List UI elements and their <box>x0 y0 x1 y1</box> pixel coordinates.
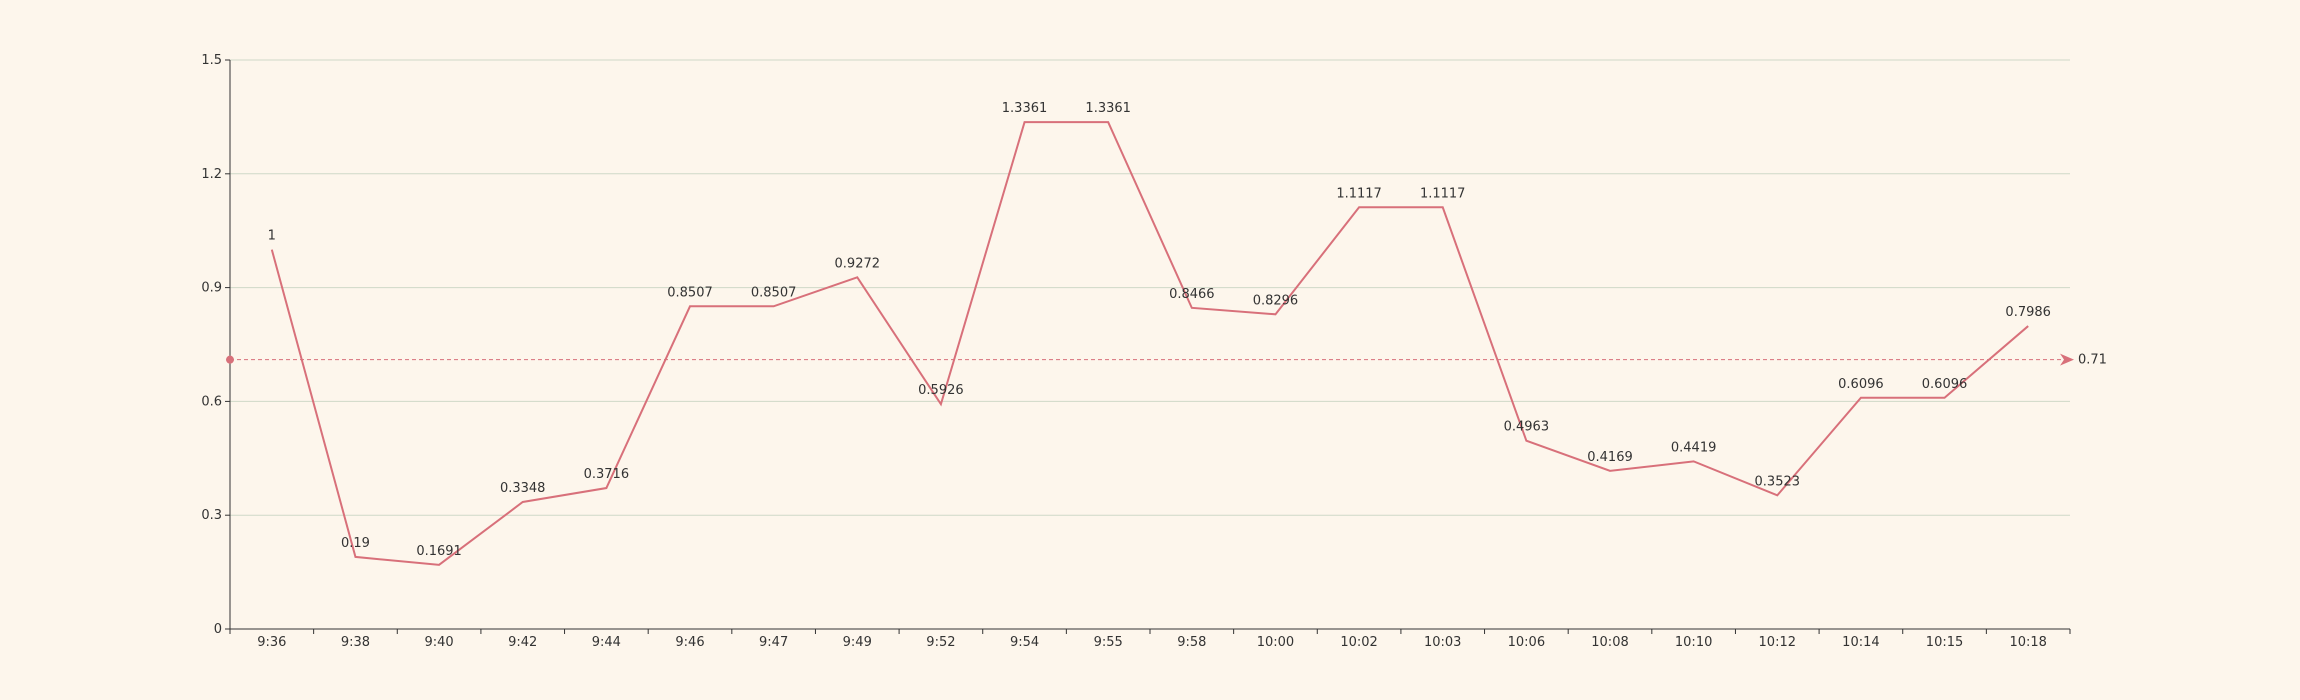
x-tick-label: 10:08 <box>1591 635 1628 650</box>
y-tick-label: 0.3 <box>201 508 222 523</box>
x-tick-label: 10:14 <box>1842 635 1879 650</box>
data-label: 0.3348 <box>500 481 546 496</box>
series <box>270 121 2029 566</box>
data-label: 1.3361 <box>1002 101 1048 116</box>
mark-line-label: 0.71 <box>2078 353 2107 368</box>
data-label: 1 <box>268 229 276 244</box>
x-tick-label: 10:10 <box>1675 635 1712 650</box>
data-label: 0.4963 <box>1504 420 1550 435</box>
x-tick-label: 9:36 <box>257 635 286 650</box>
y-tick-label: 1.5 <box>201 53 222 68</box>
data-label: 0.6096 <box>1922 377 1968 392</box>
data-label: 0.8296 <box>1253 293 1299 308</box>
data-label: 0.1691 <box>416 544 462 559</box>
x-tick-label: 10:03 <box>1424 635 1461 650</box>
data-label: 0.6096 <box>1838 377 1884 392</box>
x-tick-label: 10:06 <box>1508 635 1545 650</box>
mark-line-arrow <box>2060 353 2074 366</box>
data-label: 0.19 <box>341 536 370 551</box>
x-tick-label: 9:46 <box>675 635 704 650</box>
data-label: 0.9272 <box>835 256 881 271</box>
x-tick-label: 9:54 <box>1010 635 1039 650</box>
y-tick-label: 0.6 <box>201 394 222 409</box>
x-tick-label: 10:00 <box>1257 635 1294 650</box>
data-label: 0.8507 <box>751 285 797 300</box>
x-tick-label: 9:44 <box>592 635 621 650</box>
x-tick-label: 9:52 <box>926 635 955 650</box>
x-tick-label: 9:55 <box>1094 635 1123 650</box>
data-label: 0.4169 <box>1587 450 1633 465</box>
x-tick-label: 9:49 <box>843 635 872 650</box>
average-mark-line: 0.71 <box>226 353 2107 368</box>
x-tick-label: 10:02 <box>1340 635 1377 650</box>
x-tick-label: 9:58 <box>1177 635 1206 650</box>
series-line <box>270 121 2029 566</box>
x-tick-label: 9:47 <box>759 635 788 650</box>
axes: 0 0.3 0.6 0.9 1.2 1.5 9:36 9:38 9:40 9:42 9:44 9:46… <box>201 53 2071 650</box>
data-label: 1.1117 <box>1336 186 1382 201</box>
data-label: 0.5926 <box>918 383 964 398</box>
data-label: 0.8466 <box>1169 287 1215 302</box>
data-label: 0.3523 <box>1755 474 1801 489</box>
y-tick-label: 0.9 <box>201 281 222 296</box>
x-tick-label: 9:40 <box>424 635 453 650</box>
grid-lines <box>230 59 2070 516</box>
data-label: 1.1117 <box>1420 186 1466 201</box>
x-tick-label: 10:18 <box>2009 635 2046 650</box>
x-tick-label: 10:12 <box>1759 635 1796 650</box>
data-label: 0.4419 <box>1671 440 1717 455</box>
x-tick-label: 9:42 <box>508 635 537 650</box>
x-tick-label: 9:38 <box>341 635 370 650</box>
data-label: 0.3716 <box>584 467 630 482</box>
data-label: 1.3361 <box>1085 101 1131 116</box>
y-tick-label: 1.2 <box>201 167 222 182</box>
data-labels: 1 0.19 0.1691 0.3348 0.3716 0.8507 0.8507 0.927… <box>268 101 2051 559</box>
x-tick-label: 10:15 <box>1926 635 1963 650</box>
y-tick-label: 0 <box>214 622 222 637</box>
data-label: 0.8507 <box>667 285 713 300</box>
data-label: 0.7986 <box>2005 305 2051 320</box>
